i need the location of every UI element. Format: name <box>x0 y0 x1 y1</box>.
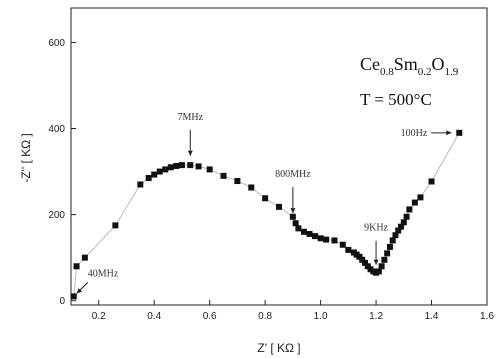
data-point <box>300 228 307 235</box>
data-point <box>81 254 88 261</box>
formula-o-sub: 1.9 <box>445 66 459 78</box>
data-point <box>375 268 382 275</box>
data-point <box>262 195 269 202</box>
data-point <box>361 259 368 266</box>
x-tick-label: 1.2 <box>369 311 383 322</box>
x-tick-label: 0.6 <box>203 311 217 322</box>
data-point <box>339 241 346 248</box>
data-point <box>331 237 338 244</box>
formula-o: O <box>432 54 445 74</box>
data-point <box>392 232 399 239</box>
x-tick-label: 0.2 <box>92 311 106 322</box>
annotation-label: 100Hz <box>401 128 428 139</box>
data-point <box>276 203 282 210</box>
data-point <box>386 243 393 250</box>
x-tick-label: 0.8 <box>258 311 272 322</box>
formula-ce: Ce <box>360 54 380 74</box>
data-point <box>145 175 152 182</box>
x-tick-label: 1.4 <box>425 311 439 322</box>
y-tick-label: 400 <box>48 124 65 135</box>
y-tick-label: 600 <box>48 38 65 49</box>
data-point <box>398 223 405 230</box>
formula-sm-sub: 0.2 <box>418 66 432 78</box>
annotation-arrowhead <box>76 288 83 294</box>
y-tick-label: 200 <box>48 210 65 221</box>
data-point <box>73 263 80 270</box>
data-point <box>381 256 388 263</box>
annotation-label: 800MHz <box>275 169 311 180</box>
data-point <box>428 178 435 185</box>
data-point <box>289 213 296 220</box>
plot-frame <box>70 7 488 306</box>
x-tick-label: 1.0 <box>314 311 328 322</box>
data-point <box>137 181 144 188</box>
data-point <box>195 163 202 170</box>
data-point <box>395 227 402 234</box>
data-point <box>364 263 371 270</box>
annotation-label: 9KHz <box>364 223 388 234</box>
data-point <box>306 230 313 237</box>
data-point <box>317 235 324 242</box>
data-point <box>359 256 366 263</box>
data-point <box>70 293 77 300</box>
data-point <box>400 219 407 226</box>
annotation-arrowhead <box>290 208 296 214</box>
data-point <box>112 222 119 229</box>
formula-sm: Sm <box>394 54 418 74</box>
annotation-label: 7MHz <box>177 112 203 123</box>
annotation-arrowhead <box>187 150 193 156</box>
y-tick-label: 0 <box>59 296 65 307</box>
data-point <box>406 206 413 213</box>
x-tick-label: 1.6 <box>480 311 494 322</box>
data-point <box>403 213 410 220</box>
data-point <box>156 168 163 175</box>
annotation-label: 40MHz <box>88 268 119 279</box>
formula-ce-sub: 0.8 <box>380 66 394 78</box>
data-point <box>356 253 363 260</box>
data-point <box>312 233 319 240</box>
data-point <box>323 236 330 243</box>
annotation-arrowhead <box>446 130 452 136</box>
data-point <box>295 225 302 232</box>
y-tick-labels: 0 200 400 600 <box>48 38 65 307</box>
data-point <box>417 194 424 201</box>
data-points <box>70 129 463 300</box>
x-tick-labels: 0.2 0.4 0.6 0.8 1.0 1.2 1.4 1.6 <box>92 311 495 322</box>
data-point <box>151 171 158 178</box>
data-point <box>234 178 241 185</box>
x-tick-label: 0.4 <box>147 311 161 322</box>
temperature-label: T = 500°C <box>360 90 432 109</box>
data-point <box>220 172 227 179</box>
data-point <box>162 166 169 173</box>
y-axis-label: -Z'' [ KΩ ] <box>19 133 33 183</box>
data-point <box>187 162 194 169</box>
series-connector-line <box>73 132 460 297</box>
frequency-annotations: 40MHz 7MHz 800MHz 9KHz 100Hz <box>76 112 452 294</box>
data-point <box>389 237 396 244</box>
data-point <box>411 199 418 206</box>
annotation-arrowhead <box>373 259 379 265</box>
x-axis-label: Z' [ KΩ ] <box>257 341 300 355</box>
data-point <box>384 250 391 257</box>
data-point <box>456 129 463 136</box>
formula-label: Ce0.8Sm0.2O1.9 <box>360 54 459 78</box>
data-point <box>206 166 213 173</box>
data-point <box>178 162 185 169</box>
data-point <box>378 263 385 270</box>
data-point <box>292 220 299 227</box>
data-point <box>173 162 180 169</box>
data-point <box>248 184 255 191</box>
data-point <box>167 164 174 171</box>
axis-ticks <box>71 41 488 305</box>
data-point <box>345 246 352 253</box>
